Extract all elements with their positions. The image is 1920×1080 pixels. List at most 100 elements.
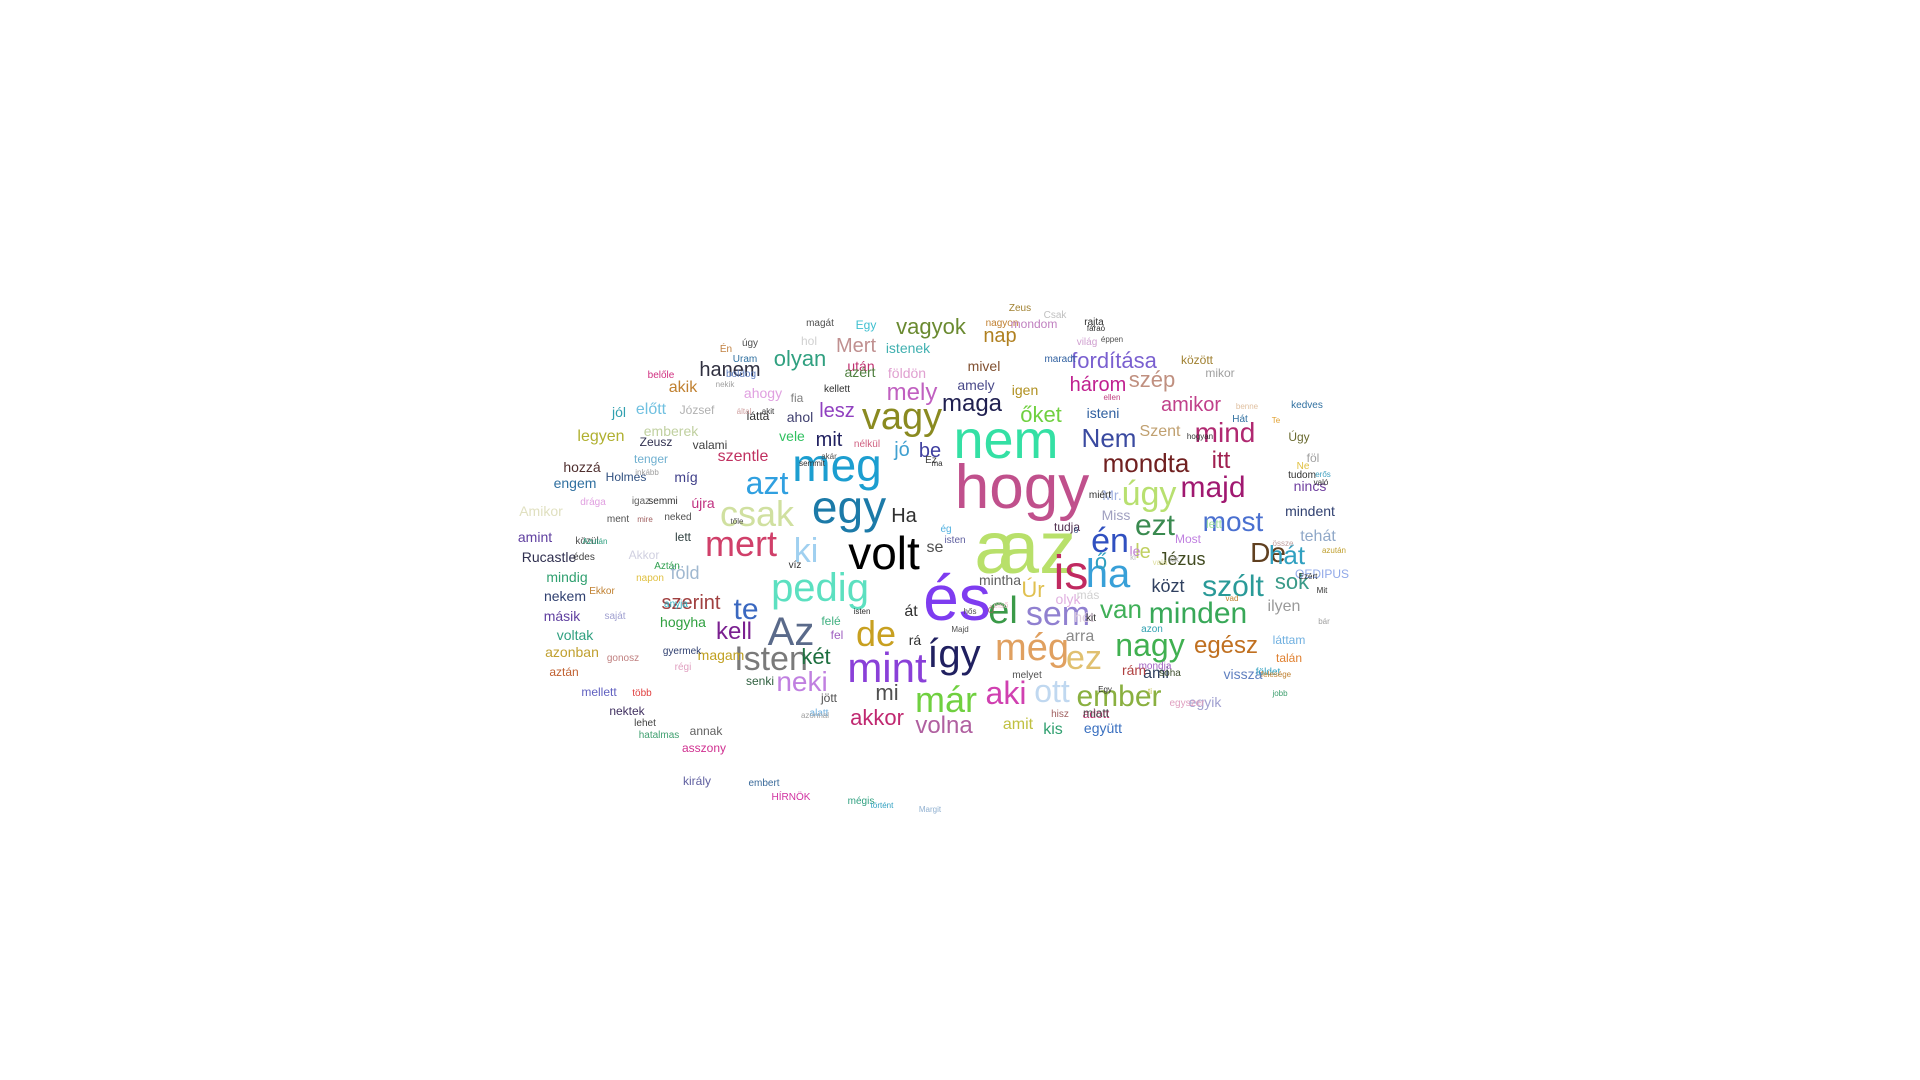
cloud-word: inkább bbox=[635, 468, 659, 477]
cloud-word: tudom bbox=[1288, 470, 1316, 481]
cloud-word: között bbox=[1180, 353, 1214, 367]
cloud-word: ilyen bbox=[1267, 598, 1301, 615]
cloud-word: vagy bbox=[861, 396, 943, 438]
cloud-word: Ő bbox=[987, 606, 995, 615]
cloud-word: sok bbox=[1274, 569, 1310, 594]
cloud-word: igen bbox=[1011, 382, 1039, 398]
cloud-word: ma bbox=[931, 459, 943, 468]
cloud-word: jött bbox=[820, 691, 838, 705]
cloud-word: király bbox=[682, 774, 712, 788]
cloud-word: nagy bbox=[1115, 627, 1185, 663]
cloud-word: felesége bbox=[1260, 670, 1292, 679]
cloud-word: majd bbox=[1180, 471, 1246, 504]
cloud-word: által bbox=[736, 407, 752, 416]
cloud-word: le bbox=[1129, 543, 1141, 559]
cloud-word: miért bbox=[1088, 490, 1112, 501]
cloud-word: földön bbox=[887, 365, 927, 381]
cloud-word: tőle bbox=[730, 517, 744, 526]
cloud-word: benne bbox=[1235, 402, 1259, 411]
cloud-word: Ne bbox=[1296, 461, 1310, 472]
cloud-word: úgy bbox=[741, 338, 759, 349]
cloud-word: hogyha bbox=[660, 614, 706, 630]
cloud-word: kell bbox=[715, 618, 753, 645]
cloud-word: de bbox=[855, 613, 897, 654]
cloud-word: itt bbox=[1211, 447, 1231, 474]
cloud-word: hanem bbox=[699, 359, 761, 381]
cloud-word: át bbox=[904, 603, 918, 620]
cloud-word: nem bbox=[953, 410, 1059, 470]
cloud-word: föl bbox=[1306, 451, 1320, 465]
cloud-word: Úr bbox=[1021, 577, 1045, 602]
cloud-word: kis bbox=[1043, 721, 1063, 738]
cloud-word: föld bbox=[670, 563, 700, 583]
cloud-word: Én bbox=[719, 344, 733, 355]
cloud-word: Egy bbox=[855, 318, 877, 332]
cloud-word: Hát bbox=[1232, 414, 1248, 425]
cloud-word: semmit bbox=[799, 459, 825, 468]
cloud-word: jó bbox=[894, 439, 910, 461]
cloud-word: Margit bbox=[918, 805, 942, 814]
cloud-word: aki bbox=[985, 675, 1027, 711]
cloud-word: Ha bbox=[891, 505, 917, 527]
cloud-word: lehet bbox=[634, 718, 656, 729]
cloud-word: több bbox=[632, 688, 652, 699]
cloud-word: azt bbox=[745, 465, 789, 501]
cloud-word: után bbox=[847, 358, 875, 374]
cloud-word: ti bbox=[1148, 687, 1152, 696]
cloud-word: hozzá bbox=[563, 459, 601, 475]
cloud-word: el bbox=[988, 590, 1018, 632]
cloud-word: az bbox=[997, 506, 1077, 589]
cloud-word: egyik bbox=[1188, 694, 1222, 710]
cloud-word: istenek bbox=[885, 340, 931, 356]
cloud-word: mit bbox=[815, 429, 843, 451]
cloud-word: ki bbox=[1130, 553, 1136, 562]
cloud-word: emberek bbox=[643, 423, 699, 439]
cloud-word: hát bbox=[1268, 540, 1306, 570]
cloud-word: Rucastle bbox=[521, 549, 577, 565]
cloud-word: olyan bbox=[773, 346, 827, 371]
cloud-word: mi bbox=[875, 680, 899, 705]
cloud-word: láttam bbox=[1272, 633, 1306, 647]
cloud-word: Úgy bbox=[1288, 430, 1310, 444]
cloud-word: Aztán bbox=[654, 561, 680, 572]
cloud-word: erős bbox=[1315, 470, 1331, 479]
cloud-word: azon bbox=[1141, 624, 1163, 635]
cloud-word: másik bbox=[543, 608, 581, 624]
cloud-word: talán bbox=[1275, 651, 1303, 665]
cloud-word: akit bbox=[761, 407, 775, 416]
cloud-word: ég bbox=[940, 524, 952, 535]
cloud-word: nélkül bbox=[853, 439, 881, 450]
cloud-word: együtt bbox=[1083, 720, 1123, 736]
cloud-word: annak bbox=[689, 724, 723, 738]
cloud-word: mikor bbox=[1205, 366, 1235, 380]
cloud-word: meg bbox=[792, 439, 882, 491]
cloud-word: HÍRNÖK bbox=[771, 792, 811, 803]
cloud-word: maga bbox=[941, 390, 1003, 417]
cloud-word: én bbox=[1091, 522, 1129, 560]
cloud-word: míg bbox=[674, 469, 698, 485]
cloud-word: mely bbox=[886, 379, 938, 406]
cloud-word: édes bbox=[573, 552, 595, 563]
cloud-word: történt bbox=[870, 801, 894, 810]
cloud-word: akik bbox=[668, 379, 698, 396]
cloud-word: hogyan bbox=[1186, 432, 1214, 441]
cloud-word: neki bbox=[776, 666, 828, 697]
cloud-word: azután bbox=[1321, 546, 1347, 555]
cloud-word: akár bbox=[821, 452, 837, 461]
cloud-word: Mert bbox=[836, 335, 876, 357]
cloud-word: voltak bbox=[556, 627, 594, 643]
cloud-word: Te bbox=[1271, 416, 1281, 425]
cloud-word: arra bbox=[1065, 628, 1095, 645]
cloud-word: újra bbox=[691, 495, 715, 511]
cloud-word: gyermek bbox=[662, 646, 702, 657]
cloud-word: Most bbox=[1174, 532, 1202, 546]
cloud-word: Ez bbox=[925, 455, 937, 466]
cloud-word: neked bbox=[664, 512, 692, 523]
cloud-word: Mr. bbox=[1102, 487, 1122, 503]
cloud-word: most bbox=[1202, 506, 1264, 537]
cloud-word: más bbox=[1076, 588, 1100, 602]
cloud-word: Ekkor bbox=[589, 586, 615, 597]
cloud-word: ami bbox=[1143, 665, 1169, 682]
cloud-word: hogy bbox=[954, 453, 1090, 522]
cloud-word: már bbox=[915, 679, 977, 720]
